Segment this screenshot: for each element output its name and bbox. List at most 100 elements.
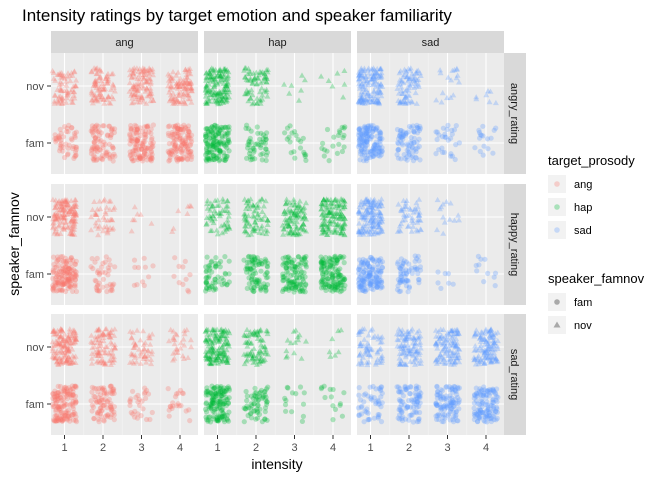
point-nov	[214, 92, 221, 98]
point-nov	[206, 68, 213, 74]
point-nov	[300, 205, 307, 211]
point-nov	[217, 73, 224, 79]
point-fam	[59, 269, 65, 275]
point-fam	[326, 283, 332, 289]
point-fam	[99, 156, 105, 162]
point-fam	[209, 142, 216, 148]
point-fam	[89, 123, 95, 129]
point-nov	[299, 216, 306, 222]
point-nov	[370, 98, 377, 105]
x-tick-label: 4	[177, 442, 183, 454]
point-fam	[263, 146, 269, 152]
point-nov	[370, 72, 377, 79]
point-fam	[110, 145, 116, 151]
point-nov	[102, 85, 108, 92]
point-nov	[325, 227, 332, 234]
point-fam	[433, 151, 439, 157]
point-fam	[341, 254, 347, 260]
point-fam	[177, 135, 183, 141]
point-nov	[409, 99, 416, 105]
point-fam	[329, 273, 336, 279]
point-fam	[300, 278, 307, 284]
point-fam	[295, 254, 302, 260]
point-nov	[327, 220, 334, 226]
point-fam	[203, 279, 209, 285]
point-nov	[206, 87, 213, 93]
point-nov	[361, 228, 368, 235]
point-nov	[150, 97, 156, 103]
point-fam	[294, 274, 300, 281]
point-fam	[205, 392, 211, 398]
point-nov	[216, 90, 223, 96]
point-nov	[149, 66, 156, 72]
point-fam	[133, 130, 139, 137]
point-nov	[244, 90, 251, 96]
point-fam	[167, 152, 174, 158]
point-fam	[179, 156, 185, 162]
point-nov	[104, 217, 111, 223]
point-fam	[252, 284, 258, 290]
point-nov	[142, 88, 149, 94]
point-fam	[398, 256, 404, 262]
point-nov	[366, 73, 373, 79]
point-fam	[213, 153, 219, 159]
point-nov	[92, 211, 99, 217]
point-fam	[216, 153, 222, 159]
point-fam	[52, 280, 58, 286]
point-nov	[257, 80, 264, 86]
point-nov	[396, 227, 403, 233]
point-fam	[366, 273, 372, 279]
point-fam	[188, 152, 194, 158]
point-fam	[226, 148, 232, 154]
point-fam	[416, 136, 422, 142]
point-nov	[109, 81, 116, 87]
point-nov	[297, 225, 304, 231]
point-nov	[206, 77, 213, 83]
point-nov	[93, 65, 100, 71]
point-nov	[333, 215, 340, 221]
point-fam	[408, 154, 414, 160]
point-fam	[360, 134, 367, 141]
point-fam	[330, 288, 336, 294]
point-nov	[405, 100, 412, 106]
point-fam	[107, 132, 114, 138]
point-nov	[374, 90, 381, 96]
point-fam	[175, 130, 181, 136]
point-fam	[339, 413, 345, 419]
panel-sad-happy_rating	[355, 184, 504, 305]
point-nov	[334, 201, 341, 207]
point-fam	[109, 284, 115, 290]
point-nov	[283, 200, 289, 206]
point-nov	[250, 99, 257, 106]
row-strip-label: angry_rating	[508, 83, 520, 144]
point-nov	[181, 99, 188, 106]
point-fam	[62, 124, 68, 130]
point-nov	[96, 198, 103, 204]
point-nov	[145, 70, 152, 76]
point-nov	[52, 215, 58, 222]
point-fam	[107, 156, 113, 162]
point-nov	[243, 90, 249, 97]
point-fam	[371, 153, 377, 159]
point-fam	[144, 124, 150, 130]
point-fam	[251, 268, 258, 274]
point-fam	[298, 139, 304, 145]
point-nov	[341, 198, 348, 204]
point-nov	[186, 80, 193, 86]
point-nov	[333, 227, 340, 233]
point-nov	[355, 77, 362, 83]
point-nov	[357, 85, 363, 91]
point-fam	[100, 276, 106, 282]
point-fam	[203, 280, 209, 286]
point-nov	[402, 216, 409, 223]
point-fam	[60, 282, 66, 288]
point-fam	[89, 389, 95, 395]
point-nov	[88, 68, 95, 74]
point-nov	[355, 210, 362, 216]
point-fam	[128, 123, 134, 129]
point-fam	[247, 135, 253, 141]
point-fam	[253, 416, 259, 422]
point-nov	[405, 84, 412, 91]
point-fam	[53, 408, 59, 414]
